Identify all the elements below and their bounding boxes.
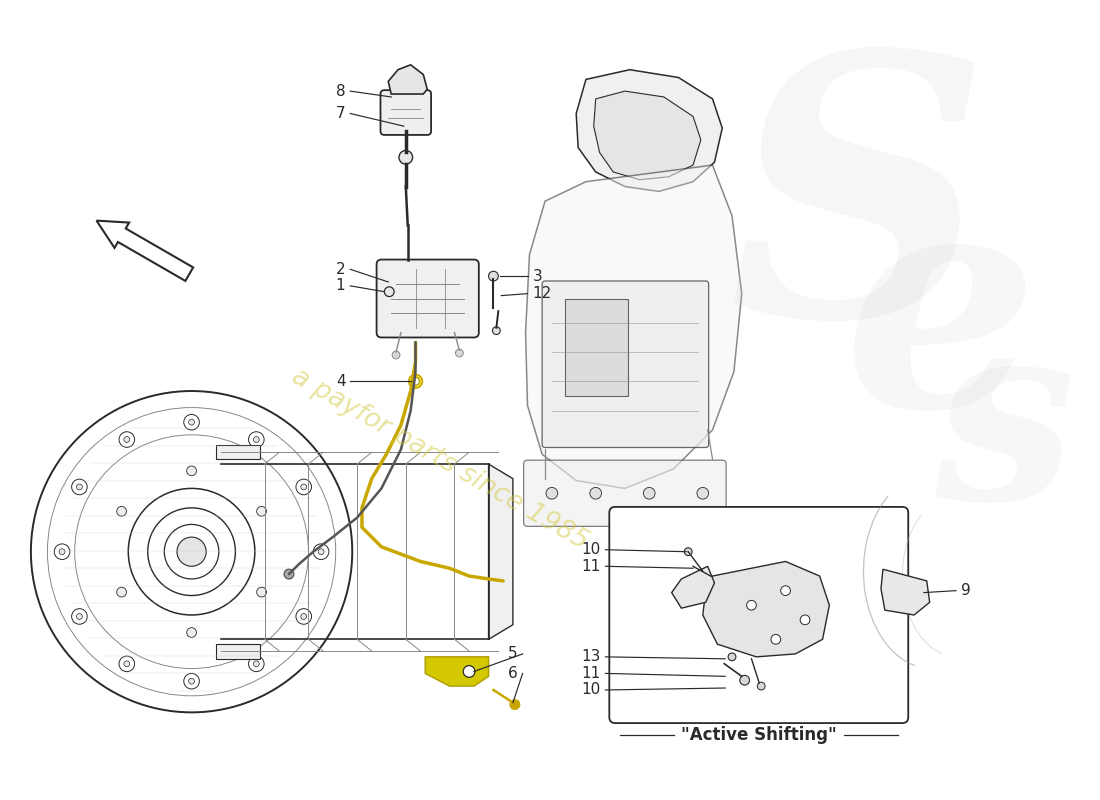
Circle shape (77, 484, 82, 490)
Circle shape (256, 587, 266, 597)
Text: 5: 5 (508, 646, 518, 662)
Circle shape (546, 487, 558, 499)
Circle shape (800, 615, 810, 625)
Circle shape (697, 487, 708, 499)
Text: 11: 11 (581, 666, 601, 681)
Text: 4: 4 (336, 374, 345, 389)
Text: 10: 10 (581, 542, 601, 558)
Circle shape (409, 374, 422, 388)
Circle shape (188, 678, 195, 684)
Polygon shape (703, 562, 829, 657)
Circle shape (740, 675, 749, 685)
Polygon shape (216, 445, 260, 459)
Text: 2: 2 (336, 262, 345, 277)
Text: 6: 6 (508, 666, 518, 681)
Polygon shape (216, 644, 260, 659)
Circle shape (187, 628, 197, 638)
Text: 3: 3 (532, 269, 542, 284)
Circle shape (256, 506, 266, 516)
Circle shape (455, 349, 463, 357)
Text: 8: 8 (336, 84, 345, 98)
Circle shape (411, 378, 419, 385)
Circle shape (493, 326, 500, 334)
Circle shape (253, 437, 260, 442)
Polygon shape (594, 91, 701, 180)
Circle shape (399, 150, 412, 164)
FancyBboxPatch shape (524, 460, 726, 526)
Polygon shape (97, 221, 194, 281)
Polygon shape (526, 165, 741, 488)
Circle shape (757, 682, 766, 690)
Circle shape (187, 466, 197, 476)
FancyBboxPatch shape (542, 281, 708, 447)
Text: "Active Shifting": "Active Shifting" (681, 726, 837, 744)
Polygon shape (426, 657, 488, 686)
Polygon shape (488, 464, 513, 639)
Text: 1: 1 (336, 278, 345, 294)
Circle shape (300, 484, 307, 490)
Circle shape (384, 287, 394, 297)
Circle shape (644, 487, 656, 499)
Circle shape (284, 570, 294, 579)
Circle shape (117, 587, 126, 597)
Circle shape (188, 419, 195, 425)
Circle shape (117, 506, 126, 516)
Text: a payfor parts since 1985: a payfor parts since 1985 (287, 363, 593, 555)
Circle shape (747, 600, 757, 610)
Polygon shape (672, 566, 715, 608)
FancyBboxPatch shape (381, 90, 431, 135)
Bar (564, 298, 628, 396)
Text: 9: 9 (960, 583, 970, 598)
Circle shape (728, 653, 736, 661)
Text: 7: 7 (336, 106, 345, 121)
FancyBboxPatch shape (609, 507, 909, 723)
FancyBboxPatch shape (376, 259, 478, 338)
Circle shape (300, 614, 307, 619)
Circle shape (510, 700, 519, 710)
Polygon shape (388, 65, 427, 94)
Circle shape (253, 661, 260, 666)
Text: 13: 13 (581, 650, 601, 664)
Circle shape (59, 549, 65, 554)
Polygon shape (576, 70, 723, 191)
Text: 11: 11 (581, 558, 601, 574)
Text: e: e (844, 175, 1038, 470)
Text: S: S (728, 41, 989, 390)
Circle shape (771, 634, 781, 644)
Circle shape (124, 661, 130, 666)
Circle shape (77, 614, 82, 619)
Text: s: s (934, 309, 1075, 551)
Circle shape (393, 351, 400, 359)
Circle shape (781, 586, 791, 595)
Circle shape (463, 666, 475, 678)
Text: 12: 12 (532, 286, 551, 301)
Polygon shape (881, 570, 930, 615)
Circle shape (177, 537, 206, 566)
Circle shape (488, 271, 498, 281)
Circle shape (124, 437, 130, 442)
Circle shape (590, 487, 602, 499)
Circle shape (684, 548, 692, 555)
Circle shape (318, 549, 324, 554)
Text: 10: 10 (581, 682, 601, 698)
